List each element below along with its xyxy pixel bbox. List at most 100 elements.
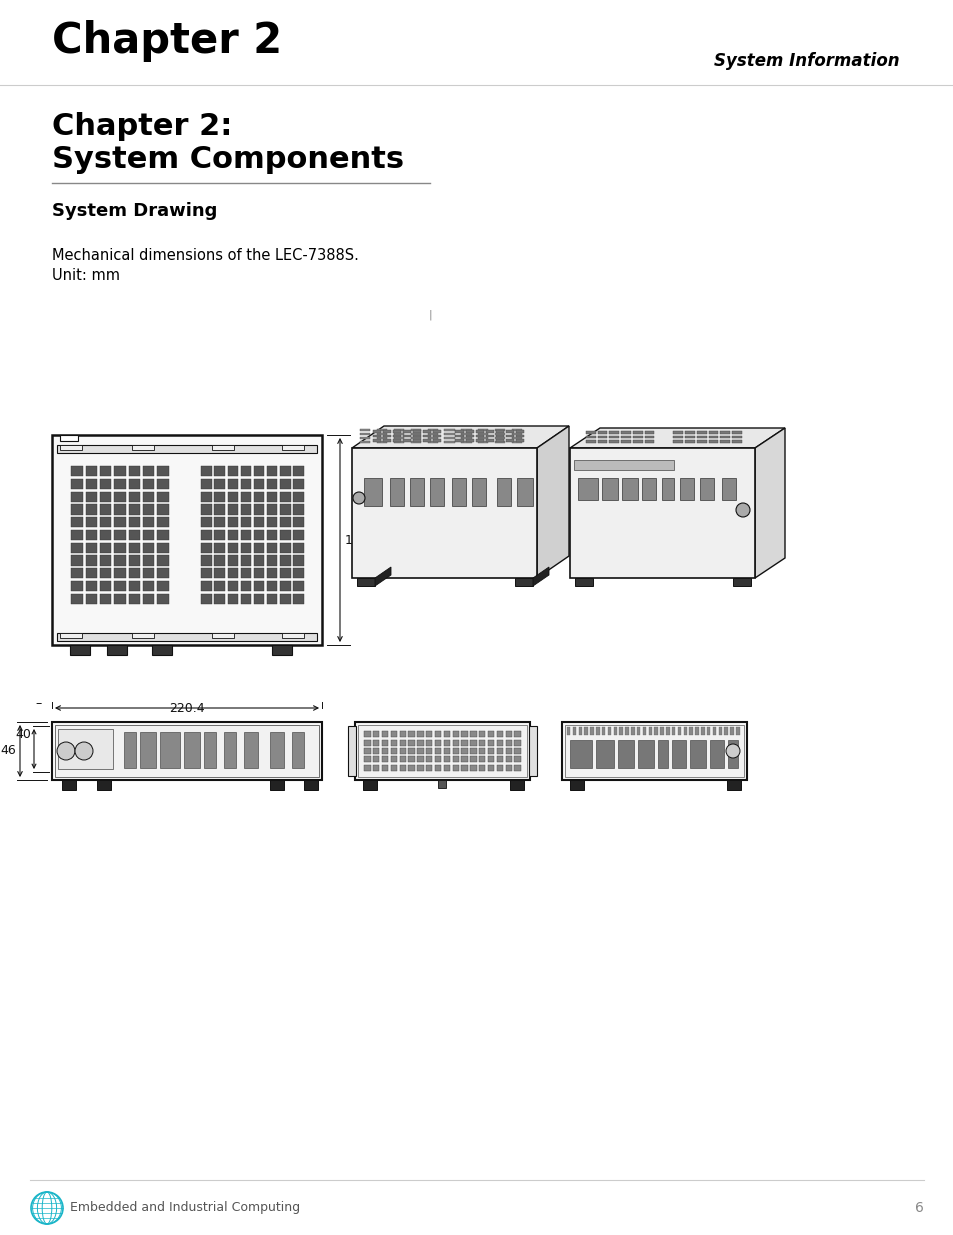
Bar bbox=[689, 740, 705, 768]
Polygon shape bbox=[423, 430, 431, 432]
Polygon shape bbox=[411, 433, 420, 436]
Polygon shape bbox=[383, 440, 391, 442]
Polygon shape bbox=[708, 431, 718, 433]
Text: System Information: System Information bbox=[714, 52, 899, 70]
Polygon shape bbox=[512, 441, 521, 443]
Bar bbox=[114, 504, 126, 515]
Polygon shape bbox=[413, 440, 421, 442]
Bar bbox=[293, 504, 303, 515]
Bar bbox=[700, 727, 704, 735]
Bar bbox=[293, 542, 303, 553]
Bar bbox=[416, 731, 423, 737]
Bar bbox=[214, 517, 225, 527]
Bar bbox=[267, 492, 277, 501]
Bar bbox=[143, 504, 154, 515]
Polygon shape bbox=[512, 429, 521, 431]
Bar bbox=[201, 530, 212, 540]
Bar bbox=[124, 732, 136, 768]
Bar bbox=[430, 478, 443, 506]
Bar bbox=[214, 492, 225, 501]
Polygon shape bbox=[496, 440, 503, 442]
Bar bbox=[253, 467, 264, 477]
Bar bbox=[569, 448, 754, 578]
Text: |: | bbox=[428, 310, 432, 321]
Bar bbox=[416, 764, 423, 771]
Bar bbox=[642, 727, 645, 735]
Bar bbox=[228, 492, 238, 501]
Bar bbox=[510, 781, 523, 790]
Bar bbox=[569, 781, 583, 790]
Bar bbox=[240, 542, 251, 553]
Polygon shape bbox=[495, 437, 505, 440]
Bar bbox=[391, 731, 396, 737]
Bar bbox=[157, 467, 169, 477]
Bar bbox=[280, 594, 291, 604]
Bar bbox=[461, 764, 467, 771]
Bar bbox=[107, 645, 127, 655]
Polygon shape bbox=[673, 441, 682, 443]
Bar bbox=[201, 517, 212, 527]
Polygon shape bbox=[496, 435, 503, 437]
Bar bbox=[364, 731, 370, 737]
Bar bbox=[452, 731, 458, 737]
Bar bbox=[654, 727, 658, 735]
Bar bbox=[293, 568, 303, 578]
Polygon shape bbox=[413, 435, 421, 437]
Bar bbox=[267, 594, 277, 604]
Polygon shape bbox=[609, 436, 618, 438]
Polygon shape bbox=[394, 433, 403, 436]
Bar bbox=[86, 594, 97, 604]
Text: Unit: mm: Unit: mm bbox=[52, 268, 120, 283]
Bar bbox=[129, 556, 140, 566]
Bar bbox=[214, 580, 225, 592]
Bar bbox=[228, 542, 238, 553]
Bar bbox=[57, 634, 316, 641]
Polygon shape bbox=[477, 437, 488, 440]
Polygon shape bbox=[684, 441, 695, 443]
Polygon shape bbox=[485, 435, 494, 437]
Bar bbox=[381, 740, 388, 746]
Bar bbox=[637, 727, 639, 735]
Polygon shape bbox=[720, 431, 729, 433]
Bar bbox=[390, 478, 403, 506]
Bar bbox=[399, 757, 405, 762]
Polygon shape bbox=[476, 440, 483, 442]
Polygon shape bbox=[375, 567, 391, 585]
Bar bbox=[727, 740, 738, 768]
Polygon shape bbox=[708, 441, 718, 443]
Bar bbox=[267, 542, 277, 553]
Bar bbox=[470, 764, 476, 771]
Bar bbox=[590, 727, 593, 735]
Bar bbox=[355, 722, 530, 781]
Bar bbox=[478, 748, 485, 753]
Bar bbox=[280, 580, 291, 592]
Polygon shape bbox=[423, 435, 431, 437]
Polygon shape bbox=[708, 436, 718, 438]
Polygon shape bbox=[476, 430, 483, 432]
Polygon shape bbox=[609, 431, 618, 433]
Bar bbox=[86, 492, 97, 501]
Polygon shape bbox=[465, 435, 473, 437]
Bar bbox=[416, 740, 423, 746]
Bar bbox=[240, 580, 251, 592]
Polygon shape bbox=[393, 430, 401, 432]
Bar bbox=[348, 726, 355, 776]
Polygon shape bbox=[633, 436, 642, 438]
Bar bbox=[718, 727, 721, 735]
Bar bbox=[726, 781, 740, 790]
Bar bbox=[391, 748, 396, 753]
Bar bbox=[357, 725, 526, 777]
Bar bbox=[683, 727, 686, 735]
Polygon shape bbox=[411, 437, 420, 440]
Bar bbox=[201, 542, 212, 553]
Bar bbox=[114, 517, 126, 527]
Bar bbox=[618, 727, 622, 735]
Bar bbox=[280, 467, 291, 477]
Bar bbox=[129, 492, 140, 501]
Bar bbox=[228, 556, 238, 566]
Bar bbox=[114, 580, 126, 592]
Bar bbox=[100, 556, 112, 566]
Polygon shape bbox=[609, 441, 618, 443]
Polygon shape bbox=[485, 430, 494, 432]
Bar bbox=[228, 530, 238, 540]
